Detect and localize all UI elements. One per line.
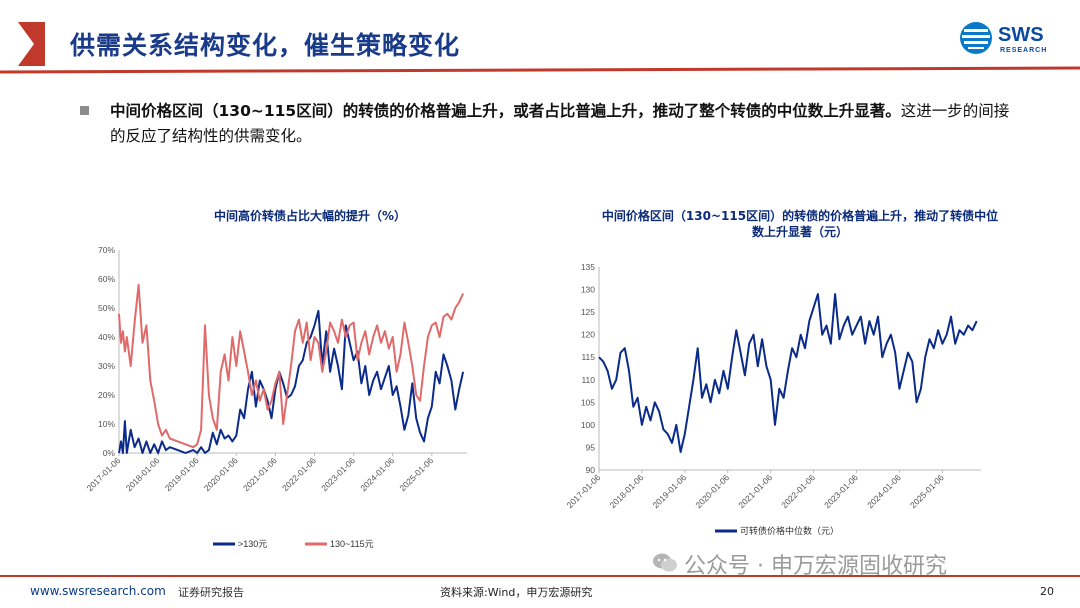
title-chevron-shape (18, 22, 45, 66)
title-band (0, 22, 1080, 74)
chart2-y-tick-label: 105 (581, 397, 595, 407)
chart1-y-tick-label: 40% (98, 332, 115, 342)
chart1-y-tick-label: 10% (98, 419, 115, 429)
chart1-y-tick-label: 70% (98, 245, 115, 255)
chart1-title: 中间高价转债占比大幅的提升（%） (213, 209, 407, 223)
chart2-title: 中间价格区间（130~115区间）的转债的价格普遍上升，推动了转债中位数上升显著… (601, 209, 999, 239)
page-title: 供需关系结构变化，催生策略变化 (70, 31, 461, 60)
chart1-legend-label: >130元 (238, 539, 267, 549)
chart2-y-tick-label: 110 (581, 375, 595, 385)
bullet-normal-text: 这进一步的间接的反应了结构性的供需变化。 (110, 102, 1010, 145)
sws-globe-icon (960, 22, 992, 54)
chart1-y-tick-label: 60% (98, 274, 115, 284)
chart2-x-tick-label: 2024-01-06 (865, 472, 903, 510)
chart1-svg: 0% 10% 20% 30% 40% 50% 60% 70% 2017-01-06 2018-01… (85, 245, 467, 549)
title-underline (0, 66, 1080, 74)
chart2-legend-label: 可转债价格中位数（元） (740, 525, 839, 536)
chart1-series-line-2 (118, 283, 465, 449)
chart1-series-line-1 (118, 309, 465, 454)
chart2-y-tick-label: 135 (581, 262, 595, 272)
chart2-y-tick-label: 100 (581, 420, 595, 430)
watermark-text: 公众号 · 申万宏源固收研究 (684, 554, 947, 579)
logo-subtext: RESEARCH (1000, 47, 1048, 54)
wechat-icon (653, 553, 677, 572)
chart2-y-tick-label: 90 (586, 465, 596, 475)
chart2-y-tick-label: 95 (586, 442, 596, 452)
footer-divider (0, 575, 1080, 577)
logo-text: SWS (998, 24, 1044, 46)
chart1-y-tick-label: 0% (103, 448, 116, 458)
chart1-y-tick-label: 30% (98, 361, 115, 371)
chart2-x-tick-label: 2018-01-06 (608, 472, 646, 510)
chart2-x-tick-label: 2019-01-06 (650, 472, 688, 510)
chart2-x-tick-label: 2023-01-06 (822, 472, 860, 510)
chart1-x-tick-label: 2018-01-06 (124, 455, 162, 493)
chart2-y-tick-label: 130 (581, 285, 595, 295)
bullet-paragraph: 中间价格区间（130~115区间）的转债的价格普遍上升，或者占比普遍上升，推动了… (110, 99, 1010, 149)
chart2-y-tick-label: 120 (581, 330, 595, 340)
footer-url-link[interactable]: www.swsresearch.com (30, 584, 166, 598)
chart1-y-tick-label: 50% (98, 303, 115, 313)
chart1-x-tick-label: 2025-01-06 (397, 455, 435, 493)
chart2-x-tick-label: 2017-01-06 (565, 472, 603, 510)
chart1-x-tick-label: 2019-01-06 (163, 455, 201, 493)
chart2-y-tick-label: 115 (581, 352, 595, 362)
chart1-legend-label: 130~115元 (330, 539, 374, 549)
chart1-x-tick-label: 2021-01-06 (241, 455, 279, 493)
chart2-x-tick-label: 2021-01-06 (736, 472, 774, 510)
chart1-x-tick-label: 2022-01-06 (280, 455, 318, 493)
footer-source: 资料来源:Wind，申万宏源研究 (440, 586, 593, 599)
chart1-x-tick-label: 2023-01-06 (319, 455, 357, 493)
chart1-x-tick-label: 2024-01-06 (358, 455, 396, 493)
footer-report-label: 证券研究报告 (178, 586, 244, 599)
chart2-x-tick-label: 2022-01-06 (779, 472, 817, 510)
bullet-bold-text: 中间价格区间（130~115区间）的转债的价格普遍上升，或者占比普遍上升，推动了… (110, 102, 901, 120)
chart2-y-tick-label: 125 (581, 307, 595, 317)
chart1-x-tick-label: 2017-01-06 (85, 455, 123, 493)
chart2-x-tick-label: 2020-01-06 (693, 472, 731, 510)
bullet-marker (80, 106, 89, 115)
chart2-series-line-1 (598, 293, 978, 453)
chart1-x-tick-label: 2020-01-06 (202, 455, 240, 493)
chart2-x-tick-label: 2025-01-06 (908, 472, 946, 510)
sws-logo: SWS RESEARCH (958, 20, 1058, 60)
page-number: 20 (1040, 585, 1054, 598)
chart1-y-tick-label: 20% (98, 390, 115, 400)
